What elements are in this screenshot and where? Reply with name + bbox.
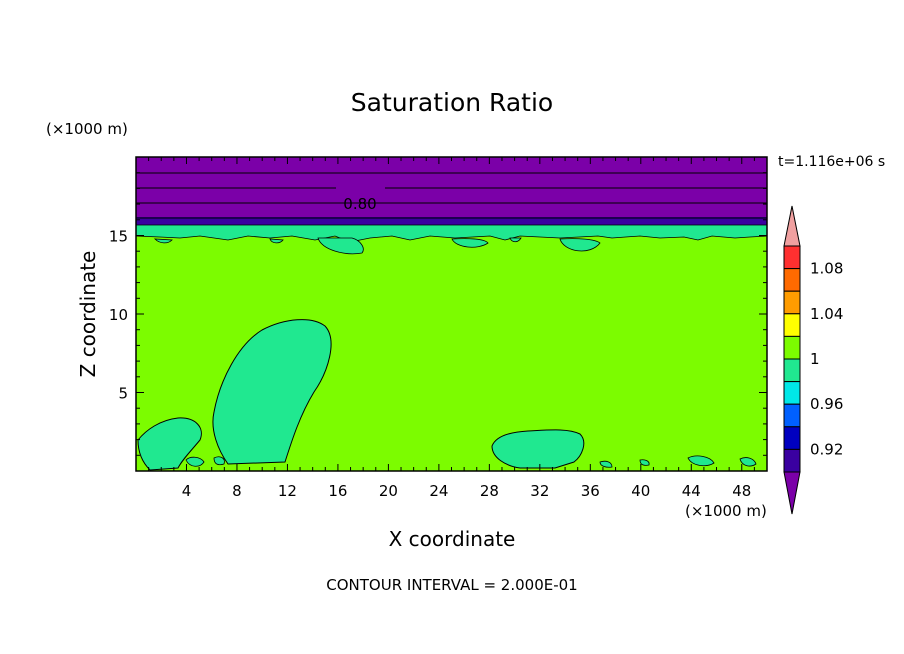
x-tick-label: 8 bbox=[232, 482, 242, 500]
colorbar-label: 1.08 bbox=[810, 260, 843, 278]
moist-plume bbox=[212, 319, 332, 465]
x-tick-label: 20 bbox=[379, 482, 398, 500]
colorbar-segment bbox=[783, 268, 801, 292]
y-tick-label: 10 bbox=[109, 306, 128, 324]
x-axis-ticks: 4 8 12 16 20 24 28 32 36 40 44 48 bbox=[148, 157, 755, 500]
colorbar-segment bbox=[783, 245, 801, 270]
moist-pocket bbox=[317, 237, 364, 255]
tropopause-band bbox=[136, 217, 767, 225]
colorbar-label: 1.04 bbox=[810, 305, 843, 323]
colorbar-segment bbox=[783, 290, 801, 315]
near-saturated-band bbox=[135, 224, 768, 243]
x-tick-label: 28 bbox=[480, 482, 499, 500]
x-tick-label: 48 bbox=[732, 482, 751, 500]
x-tick-label: 12 bbox=[278, 482, 297, 500]
colorbar-segment bbox=[783, 448, 801, 473]
x-tick-label: 32 bbox=[530, 482, 549, 500]
colorbar-label: 0.96 bbox=[810, 395, 843, 413]
x-tick-label: 4 bbox=[182, 482, 192, 500]
moist-pocket bbox=[153, 238, 173, 244]
x-tick-label: 40 bbox=[631, 482, 650, 500]
moist-patch bbox=[687, 455, 715, 467]
moist-patch bbox=[639, 459, 650, 466]
colorbar-top-triangle bbox=[783, 205, 801, 247]
colorbar-segment bbox=[783, 426, 801, 450]
x-tick-label: 36 bbox=[581, 482, 600, 500]
moist-patch bbox=[739, 457, 757, 467]
y-tick-label: 5 bbox=[118, 385, 128, 403]
moist-patch bbox=[213, 456, 225, 466]
colorbar-segment bbox=[783, 358, 801, 383]
moist-pocket bbox=[451, 238, 489, 248]
colorbar-label: 0.92 bbox=[810, 440, 843, 458]
colorbar-segment bbox=[783, 381, 801, 405]
x-tick-label: 44 bbox=[682, 482, 701, 500]
contour-value-label: 0.80 bbox=[343, 195, 376, 213]
moist-plume bbox=[137, 417, 202, 471]
x-axis-unit: (×1000 m) bbox=[685, 502, 767, 520]
colorbar-segment bbox=[783, 335, 801, 360]
colorbar-bottom-triangle bbox=[783, 471, 801, 515]
plot-area: 0.80 bbox=[135, 156, 768, 472]
upper-contour-lines bbox=[136, 172, 767, 219]
x-axis-label: X coordinate bbox=[388, 527, 516, 551]
y-axis-ticks: 5 10 15 bbox=[109, 172, 767, 456]
moist-plume bbox=[491, 429, 585, 469]
x-tick-label: 24 bbox=[429, 482, 448, 500]
colorbar-segment bbox=[783, 313, 801, 337]
moist-pocket bbox=[559, 238, 601, 252]
colorbar-segment bbox=[783, 403, 801, 428]
chart-title: Saturation Ratio bbox=[350, 88, 554, 117]
y-tick-label: 15 bbox=[109, 228, 128, 246]
colorbar-label: 1 bbox=[810, 350, 820, 368]
y-axis-unit: (×1000 m) bbox=[46, 120, 128, 138]
moist-patch bbox=[599, 460, 613, 468]
moist-pocket bbox=[269, 238, 284, 244]
colorbar: 1.08 1.04 1 0.96 0.92 bbox=[783, 205, 843, 515]
x-tick-label: 16 bbox=[328, 482, 347, 500]
moist-pocket bbox=[509, 237, 522, 243]
moist-patch bbox=[185, 456, 205, 467]
time-label: t=1.116e+06 s bbox=[778, 154, 886, 170]
contour-interval-label: CONTOUR INTERVAL = 2.000E-01 bbox=[326, 576, 578, 594]
